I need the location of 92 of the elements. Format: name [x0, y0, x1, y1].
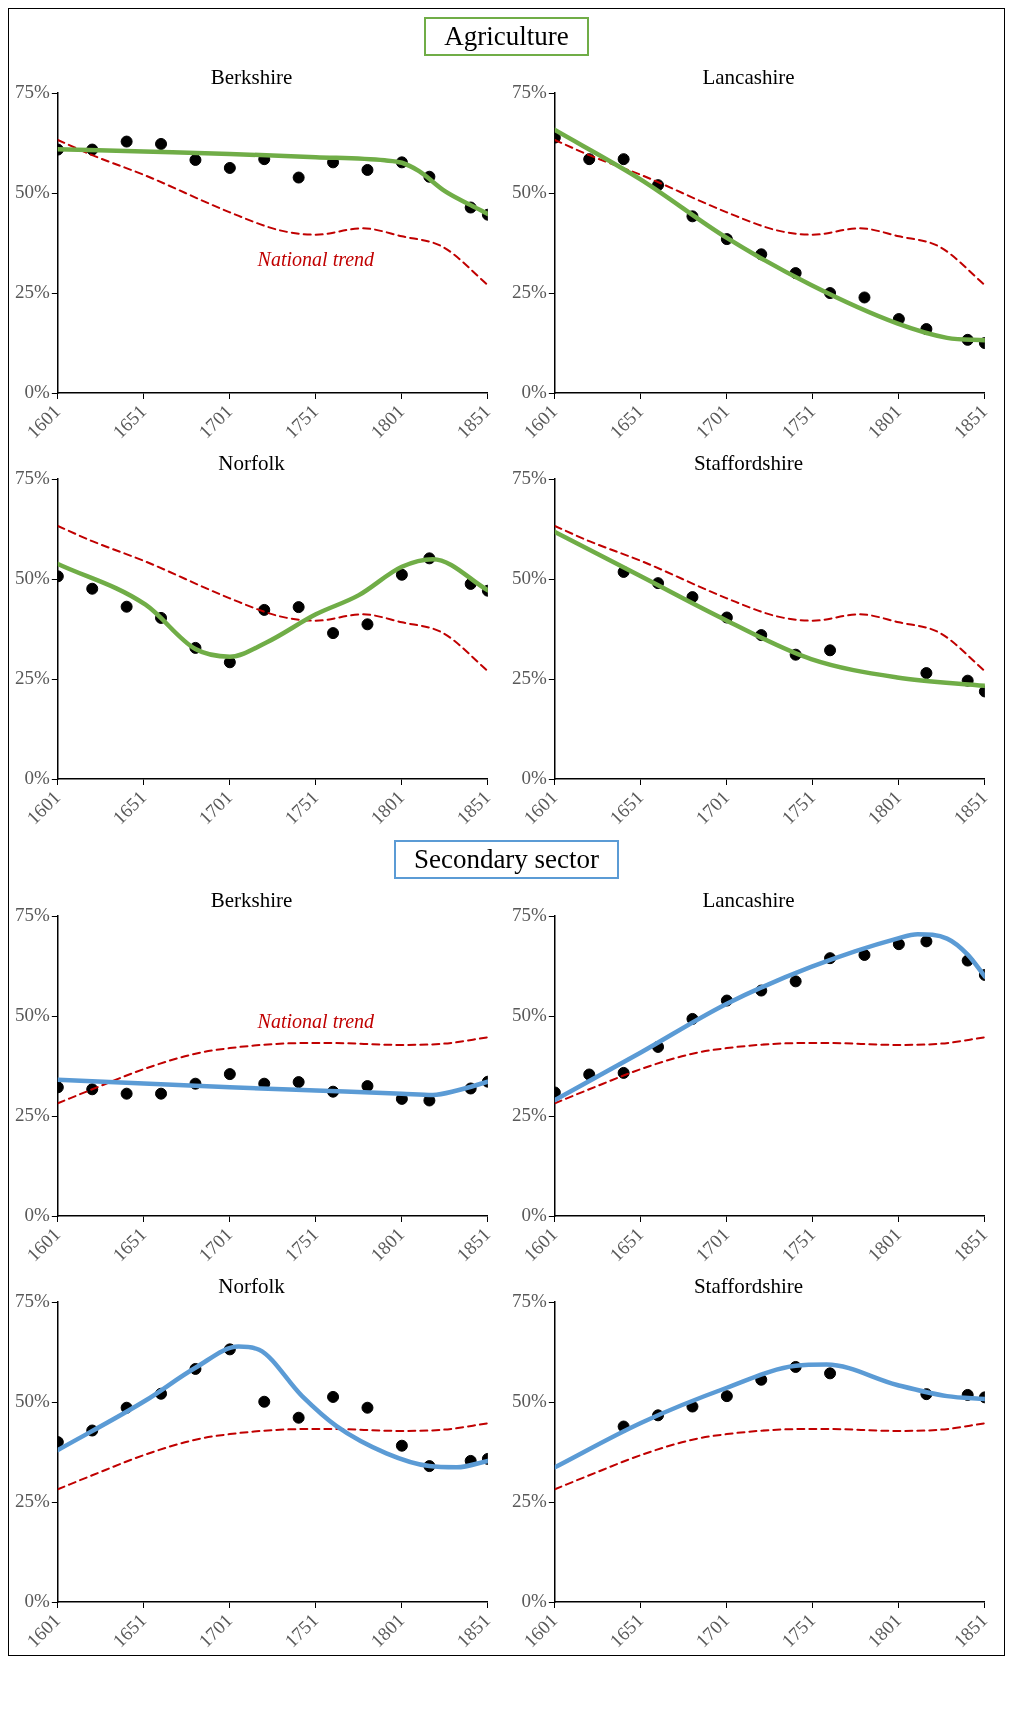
y-tick-label: 75%	[512, 81, 547, 103]
y-tick-label: 50%	[512, 181, 547, 203]
x-tick-label: 1701	[194, 786, 237, 829]
y-tick-label: 75%	[15, 467, 50, 489]
y-tick-label: 50%	[15, 181, 50, 203]
x-tick-label: 1801	[366, 786, 409, 829]
x-tick-label: 1651	[108, 1609, 151, 1652]
x-tick-label: 1651	[108, 400, 151, 443]
y-tick-label: 0%	[24, 1203, 50, 1225]
x-tick-label: 1851	[949, 400, 992, 443]
x-tick-label: 1801	[366, 400, 409, 443]
chart-title: Staffordshire	[693, 1274, 804, 1299]
y-tick-label: 25%	[15, 667, 50, 689]
y-tick-label: 25%	[512, 1490, 547, 1512]
x-tick-label: 1851	[452, 786, 495, 829]
x-tick-label: 1601	[519, 1223, 562, 1266]
x-tick-label: 1851	[452, 400, 495, 443]
y-tick-label: 50%	[512, 1390, 547, 1412]
y-tick-label: 75%	[15, 81, 50, 103]
x-tick-label: 1701	[194, 400, 237, 443]
y-tick-label: 50%	[512, 567, 547, 589]
y-tick-label: 50%	[15, 1390, 50, 1412]
x-tick-label: 1751	[777, 400, 820, 443]
y-tick-label: 0%	[24, 380, 50, 402]
x-tick-label: 1651	[605, 786, 648, 829]
y-tick-label: 25%	[512, 667, 547, 689]
y-tick-label: 25%	[15, 1490, 50, 1512]
y-tick-label: 50%	[512, 1004, 547, 1026]
y-tick-label: 25%	[15, 1104, 50, 1126]
x-tick-label: 1651	[108, 1223, 151, 1266]
y-tick-label: 50%	[15, 1004, 50, 1026]
x-tick-label: 1651	[605, 1609, 648, 1652]
x-tick-label: 1851	[452, 1223, 495, 1266]
x-tick-label: 1801	[863, 1223, 906, 1266]
x-tick-label: 1751	[280, 1223, 323, 1266]
y-tick-label: 50%	[15, 567, 50, 589]
x-tick-label: 1701	[691, 400, 734, 443]
chart-title: Berkshire	[210, 888, 293, 913]
text: Secondary sector	[393, 840, 620, 879]
x-tick-label: 1851	[949, 1223, 992, 1266]
y-tick-label: 75%	[512, 904, 547, 926]
x-tick-label: 1751	[777, 1223, 820, 1266]
y-tick-label: 0%	[24, 1589, 50, 1611]
x-tick-label: 1601	[22, 786, 65, 829]
y-tick-label: 25%	[512, 1104, 547, 1126]
x-tick-label: 1801	[863, 400, 906, 443]
chart-title: Lancashire	[702, 65, 795, 90]
x-tick-label: 1651	[605, 400, 648, 443]
x-tick-label: 1751	[280, 786, 323, 829]
text: Agriculture	[424, 17, 589, 56]
x-tick-label: 1651	[605, 1223, 648, 1266]
x-tick-label: 1701	[691, 1609, 734, 1652]
y-tick-label: 0%	[521, 1589, 547, 1611]
x-tick-label: 1601	[22, 1223, 65, 1266]
y-tick-label: 25%	[512, 281, 547, 303]
x-tick-label: 1801	[863, 786, 906, 829]
x-tick-label: 1701	[194, 1609, 237, 1652]
x-tick-label: 1851	[452, 1609, 495, 1652]
chart-title: Staffordshire	[693, 451, 804, 476]
x-tick-label: 1751	[777, 1609, 820, 1652]
x-tick-label: 1751	[280, 1609, 323, 1652]
y-tick-label: 75%	[15, 1290, 50, 1312]
x-tick-label: 1751	[777, 786, 820, 829]
chart-title: Norfolk	[218, 1274, 286, 1299]
y-tick-label: 0%	[521, 380, 547, 402]
x-tick-label: 1851	[949, 1609, 992, 1652]
annotation: National trend	[256, 247, 376, 270]
x-tick-label: 1601	[22, 1609, 65, 1652]
y-tick-label: 75%	[512, 467, 547, 489]
y-tick-label: 0%	[521, 1203, 547, 1225]
y-tick-label: 0%	[521, 766, 547, 788]
x-tick-label: 1601	[519, 400, 562, 443]
x-tick-label: 1601	[519, 786, 562, 829]
chart-title: Berkshire	[210, 65, 293, 90]
x-tick-label: 1801	[366, 1223, 409, 1266]
x-tick-label: 1651	[108, 786, 151, 829]
x-tick-label: 1801	[863, 1609, 906, 1652]
y-tick-label: 75%	[15, 904, 50, 926]
x-tick-label: 1801	[366, 1609, 409, 1652]
y-tick-label: 0%	[24, 766, 50, 788]
y-tick-label: 25%	[15, 281, 50, 303]
x-tick-label: 1701	[691, 786, 734, 829]
x-tick-label: 1601	[519, 1609, 562, 1652]
y-tick-label: 75%	[512, 1290, 547, 1312]
x-tick-label: 1851	[949, 786, 992, 829]
chart-title: Lancashire	[702, 888, 795, 913]
x-tick-label: 1701	[691, 1223, 734, 1266]
annotation: National trend	[256, 1010, 376, 1033]
chart-title: Norfolk	[218, 451, 286, 476]
x-tick-label: 1701	[194, 1223, 237, 1266]
x-tick-label: 1601	[22, 400, 65, 443]
x-tick-label: 1751	[280, 400, 323, 443]
